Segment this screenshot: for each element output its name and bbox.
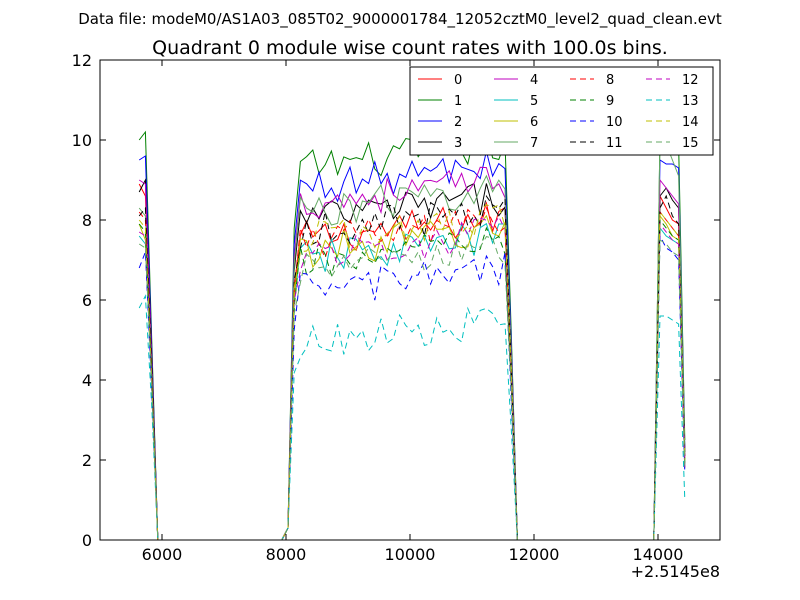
legend-label-8: 8 bbox=[606, 73, 614, 88]
y-tick-label: 6 bbox=[82, 291, 92, 310]
x-offset-label: +2.5145e8 bbox=[631, 562, 720, 581]
series-line-3 bbox=[138, 178, 686, 541]
legend-label-14: 14 bbox=[682, 115, 699, 130]
y-tick-label: 0 bbox=[82, 531, 92, 550]
legend-box bbox=[409, 66, 714, 156]
series-line-15 bbox=[138, 236, 686, 541]
y-tick-label: 12 bbox=[72, 51, 92, 70]
series-line-1 bbox=[138, 130, 686, 541]
series-line-9 bbox=[138, 218, 686, 541]
series-line-12 bbox=[138, 215, 686, 541]
series-line-13 bbox=[138, 294, 686, 541]
series-line-14 bbox=[138, 203, 686, 541]
series-line-11 bbox=[138, 194, 686, 541]
legend-label-2: 2 bbox=[454, 115, 462, 130]
figure-suptitle: Data file: modeM0/AS1A03_085T02_90000017… bbox=[78, 10, 722, 29]
legend-label-9: 9 bbox=[606, 94, 614, 109]
x-tick-label: 8000 bbox=[266, 545, 307, 564]
legend-label-10: 10 bbox=[606, 115, 623, 130]
series-line-7 bbox=[138, 134, 686, 541]
x-tick-label: 14000 bbox=[633, 545, 684, 564]
x-tick-label: 12000 bbox=[509, 545, 560, 564]
legend-label-5: 5 bbox=[530, 94, 538, 109]
x-tick-label: 6000 bbox=[142, 545, 183, 564]
series-line-8 bbox=[138, 206, 686, 541]
y-tick-label: 2 bbox=[82, 451, 92, 470]
legend-label-7: 7 bbox=[530, 136, 538, 151]
legend-label-1: 1 bbox=[454, 94, 462, 109]
series-line-4 bbox=[138, 166, 686, 541]
legend-label-3: 3 bbox=[454, 136, 462, 151]
chart-title: Quadrant 0 module wise count rates with … bbox=[152, 37, 668, 59]
legend-label-11: 11 bbox=[606, 136, 623, 151]
legend-label-6: 6 bbox=[530, 115, 538, 130]
legend-label-15: 15 bbox=[682, 136, 699, 151]
series-line-10 bbox=[138, 235, 686, 541]
legend-label-0: 0 bbox=[454, 73, 462, 88]
y-tick-label: 8 bbox=[82, 211, 92, 230]
legend-label-13: 13 bbox=[682, 94, 699, 109]
legend-label-12: 12 bbox=[682, 73, 699, 88]
y-tick-label: 4 bbox=[82, 371, 92, 390]
plot-series-group bbox=[138, 130, 686, 541]
series-line-5 bbox=[138, 222, 686, 541]
x-tick-label: 10000 bbox=[385, 545, 436, 564]
series-line-6 bbox=[138, 214, 686, 541]
y-tick-label: 10 bbox=[72, 131, 92, 150]
legend-label-4: 4 bbox=[530, 73, 538, 88]
